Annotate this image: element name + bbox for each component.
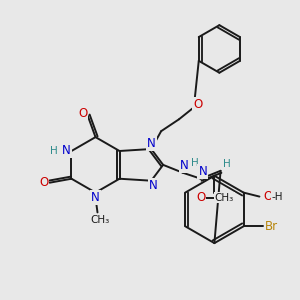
Text: N: N [180, 159, 188, 172]
Text: O: O [39, 176, 48, 189]
Text: H: H [50, 146, 58, 156]
Text: O: O [263, 190, 273, 203]
Text: H: H [191, 158, 199, 168]
Text: H: H [223, 159, 230, 169]
Text: N: N [147, 136, 156, 150]
Text: -H: -H [271, 192, 283, 202]
Text: O: O [78, 107, 87, 120]
Text: N: N [62, 145, 71, 158]
Text: N: N [198, 165, 207, 178]
Text: N: N [91, 191, 100, 204]
Text: CH₃: CH₃ [91, 215, 110, 225]
Text: N: N [149, 179, 158, 192]
Text: O: O [196, 191, 205, 204]
Text: CH₃: CH₃ [215, 193, 234, 202]
Text: Br: Br [265, 220, 278, 233]
Text: O: O [193, 98, 203, 111]
